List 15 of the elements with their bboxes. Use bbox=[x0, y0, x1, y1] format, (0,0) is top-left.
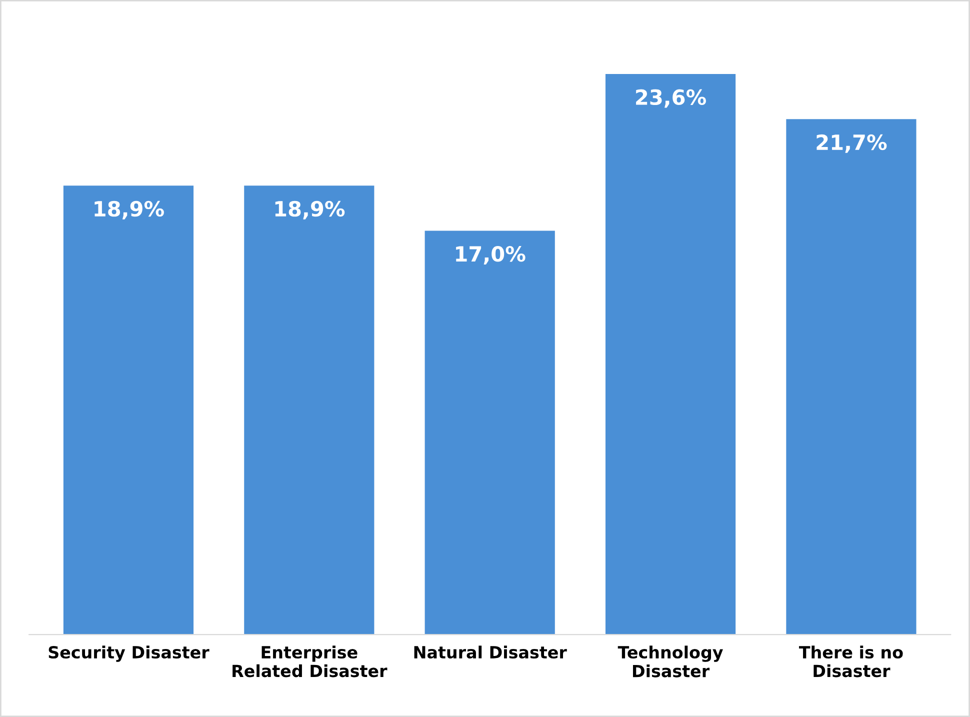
x-tick-label: Security Disaster bbox=[48, 646, 210, 662]
x-tick-label: Enterprise Related Disaster bbox=[232, 646, 388, 678]
bar bbox=[786, 119, 916, 635]
x-tick-label: Natural Disaster bbox=[414, 646, 567, 659]
bar bbox=[244, 186, 374, 635]
x-tick-label: There is no Disaster bbox=[798, 646, 903, 678]
bar bbox=[605, 74, 736, 635]
data-label: 21,7% bbox=[816, 134, 887, 153]
data-label: 23,6% bbox=[636, 89, 706, 108]
bar bbox=[424, 230, 555, 635]
data-label: 17,0% bbox=[456, 246, 526, 264]
data-label: 18,9% bbox=[275, 200, 345, 220]
bar bbox=[63, 186, 194, 635]
x-tick-label: Technology Disaster bbox=[618, 646, 723, 678]
data-label: 18,9% bbox=[94, 200, 164, 220]
